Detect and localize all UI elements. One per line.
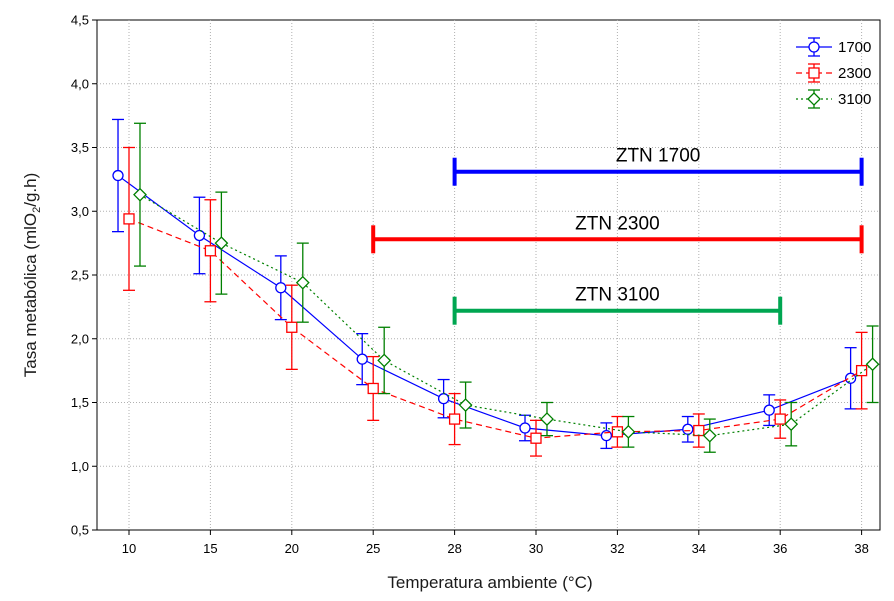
y-tick-label: 2,5 [71, 268, 89, 283]
series-line-2300 [128, 218, 862, 439]
y-tick-label: 0,5 [71, 523, 89, 538]
ztn-range: ZTN 2300 [371, 213, 864, 254]
data-point [193, 229, 206, 242]
y-axis-title: Tasa metabólica (mlO2/g.h) [21, 173, 43, 378]
data-point [621, 424, 636, 439]
data-point [295, 275, 310, 290]
x-tick-label: 38 [854, 541, 868, 556]
legend-label: 1700 [838, 39, 871, 56]
series-layer [112, 118, 880, 457]
y-axis-title-unit: /g.h) [21, 173, 40, 207]
data-point [275, 282, 287, 294]
legend-label: 2300 [838, 65, 871, 82]
legend: 1700 2300 3100 [796, 37, 871, 109]
x-axis-title: Temperatura ambiente (°C) [387, 573, 592, 592]
y-tick-label: 4,5 [71, 13, 89, 28]
y-axis-title-subscript: 2 [31, 207, 43, 213]
x-tick-label: 28 [447, 541, 461, 556]
y-tick-label: 3,5 [71, 140, 89, 155]
x-tick-label: 20 [285, 541, 299, 556]
y-tick-label: 1,5 [71, 395, 89, 410]
data-point [682, 423, 694, 435]
series-3100 [133, 122, 880, 453]
x-axis: 10 15 20 25 28 30 32 34 36 38 [122, 530, 869, 556]
data-point [774, 413, 786, 425]
legend-item-2300: 2300 [796, 63, 871, 83]
series-line-1700 [117, 175, 851, 437]
data-point [702, 428, 717, 443]
series-line-3100 [139, 194, 873, 437]
grid [97, 20, 880, 530]
data-point [204, 245, 217, 257]
legend-label: 3100 [838, 91, 871, 108]
x-tick-label: 25 [366, 541, 380, 556]
data-point [865, 357, 880, 372]
x-tick-label: 15 [203, 541, 217, 556]
x-tick-label: 34 [692, 541, 706, 556]
data-point [600, 429, 613, 442]
ztn-range-label: ZTN 2300 [575, 213, 659, 234]
ztn-range-label: ZTN 1700 [616, 146, 700, 167]
ztn-range-label: ZTN 3100 [575, 285, 659, 306]
ztn-ranges: ZTN 1700 ZTN 2300 ZTN 3100 [371, 146, 864, 325]
data-point [448, 413, 461, 425]
data-point [286, 321, 298, 333]
data-point [784, 417, 799, 432]
x-tick-label: 30 [529, 541, 543, 556]
y-tick-label: 4,0 [71, 76, 89, 91]
data-point [377, 353, 392, 368]
data-point [214, 236, 229, 251]
ztn-range: ZTN 1700 [452, 146, 864, 186]
series-1700 [112, 118, 857, 450]
data-point [458, 398, 473, 412]
y-tick-label: 2,0 [71, 331, 89, 346]
legend-marker [807, 92, 821, 106]
data-point [855, 364, 868, 377]
legend-item-1700: 1700 [796, 37, 871, 57]
y-axis-title-main: Tasa metabólica (mlO [21, 213, 40, 377]
y-tick-label: 1,0 [71, 459, 89, 474]
data-point [530, 432, 542, 444]
legend-marker [808, 41, 820, 53]
x-tick-label: 10 [122, 541, 136, 556]
series-2300 [123, 146, 868, 457]
ztn-range: ZTN 3100 [452, 285, 783, 325]
legend-item-3100: 3100 [796, 89, 871, 109]
y-axis: 0,5 1,0 1,5 2,0 2,5 3,0 3,5 4,0 4,5 [71, 13, 97, 538]
data-point [123, 213, 135, 225]
data-point [112, 169, 124, 182]
data-point [693, 424, 705, 437]
y-tick-label: 3,0 [71, 204, 89, 219]
data-point [611, 426, 624, 438]
data-point [133, 187, 147, 202]
data-point [356, 353, 368, 365]
legend-marker [808, 67, 820, 79]
data-point [519, 422, 531, 434]
x-tick-label: 32 [610, 541, 624, 556]
data-point [437, 393, 450, 405]
data-point [763, 404, 775, 416]
data-point [367, 382, 379, 395]
x-tick-label: 36 [773, 541, 787, 556]
data-point [540, 412, 554, 426]
